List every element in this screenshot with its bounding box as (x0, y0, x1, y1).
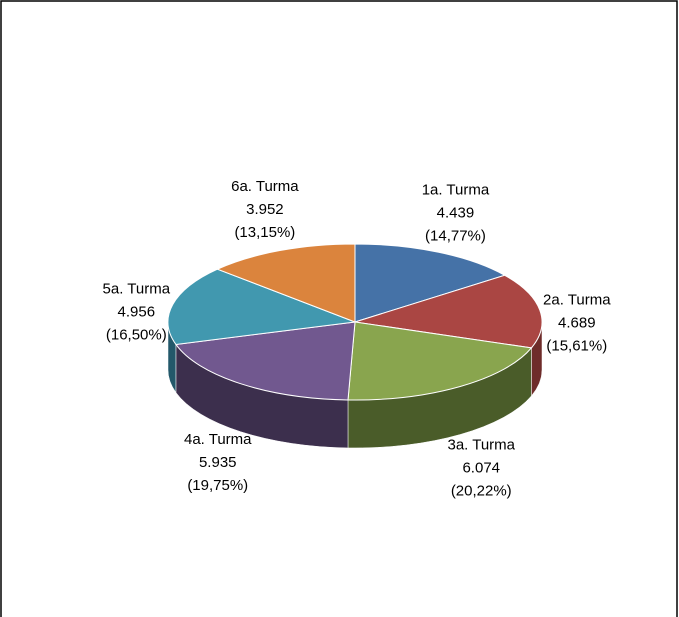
slice-percent-label: (13,15%) (234, 224, 295, 241)
slice-percent-label: (15,61%) (546, 338, 607, 355)
slice (167, 268, 356, 345)
slice-label: 3a. Turma (447, 436, 515, 453)
slice (175, 321, 356, 401)
slice (216, 243, 356, 323)
slice-label: 4a. Turma (184, 431, 252, 448)
slice-percent-label: (20,22%) (451, 482, 512, 499)
slice-value-label: 4.956 (118, 304, 156, 321)
slice-label: 5a. Turma (103, 281, 171, 298)
slice-percent-label: (19,75%) (187, 477, 248, 494)
slice-label: 6a. Turma (231, 178, 299, 195)
slice-label: 1a. Turma (422, 181, 490, 198)
slice-value-label: 3.952 (246, 201, 284, 218)
slice-percent-label: (16,50%) (106, 327, 167, 344)
slice-label: 2a. Turma (543, 292, 611, 309)
slice (354, 243, 506, 323)
slice (354, 274, 543, 349)
slice-value-label: 4.439 (437, 204, 475, 221)
slice-percent-label: (14,77%) (425, 227, 486, 244)
slice (347, 321, 533, 401)
slice-value-label: 4.689 (558, 315, 596, 332)
slice-value-label: 6.074 (462, 459, 500, 476)
slice-value-label: 5.935 (199, 454, 237, 471)
